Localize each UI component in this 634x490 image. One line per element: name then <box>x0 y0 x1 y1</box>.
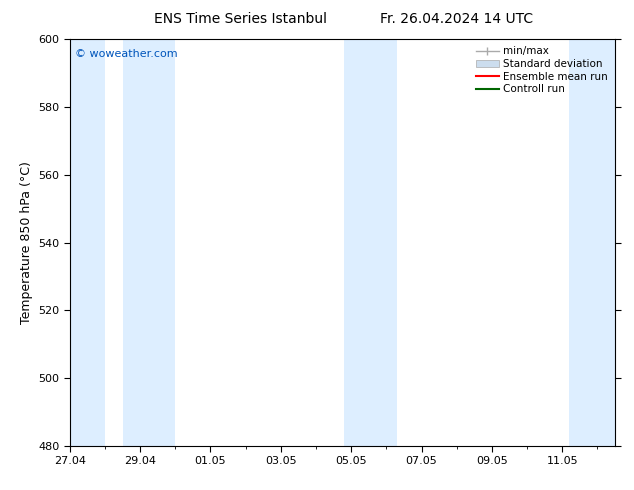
Text: © woweather.com: © woweather.com <box>75 49 178 59</box>
Y-axis label: Temperature 850 hPa (°C): Temperature 850 hPa (°C) <box>20 161 32 324</box>
Bar <box>70 39 105 446</box>
Bar <box>122 39 175 446</box>
Text: ENS Time Series Istanbul: ENS Time Series Istanbul <box>155 12 327 26</box>
Legend: min/max, Standard deviation, Ensemble mean run, Controll run: min/max, Standard deviation, Ensemble me… <box>474 45 610 97</box>
Bar <box>344 39 397 446</box>
Bar <box>569 39 615 446</box>
Text: Fr. 26.04.2024 14 UTC: Fr. 26.04.2024 14 UTC <box>380 12 533 26</box>
